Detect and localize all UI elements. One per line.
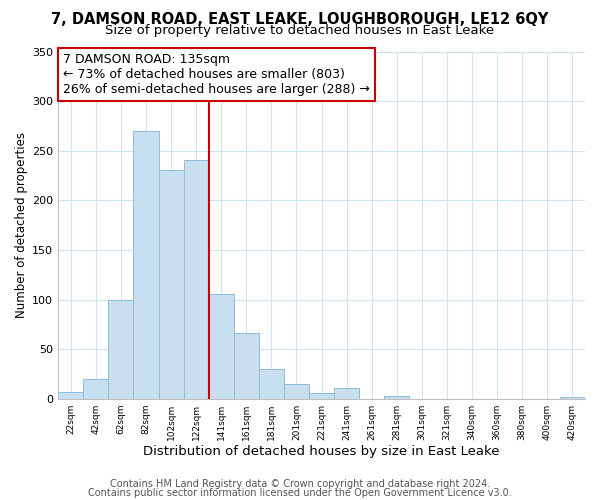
Bar — [384, 396, 409, 399]
Bar — [209, 294, 234, 399]
Bar — [309, 393, 334, 399]
Bar — [109, 300, 133, 399]
X-axis label: Distribution of detached houses by size in East Leake: Distribution of detached houses by size … — [143, 444, 500, 458]
Text: Contains HM Land Registry data © Crown copyright and database right 2024.: Contains HM Land Registry data © Crown c… — [110, 479, 490, 489]
Text: 7, DAMSON ROAD, EAST LEAKE, LOUGHBOROUGH, LE12 6QY: 7, DAMSON ROAD, EAST LEAKE, LOUGHBOROUGH… — [52, 12, 548, 28]
Text: 7 DAMSON ROAD: 135sqm
← 73% of detached houses are smaller (803)
26% of semi-det: 7 DAMSON ROAD: 135sqm ← 73% of detached … — [64, 53, 370, 96]
Bar — [58, 392, 83, 399]
Bar — [158, 170, 184, 399]
Bar — [133, 131, 158, 399]
Y-axis label: Number of detached properties: Number of detached properties — [15, 132, 28, 318]
Bar — [234, 332, 259, 399]
Bar — [560, 397, 585, 399]
Bar — [184, 160, 209, 399]
Text: Size of property relative to detached houses in East Leake: Size of property relative to detached ho… — [106, 24, 494, 37]
Text: Contains public sector information licensed under the Open Government Licence v3: Contains public sector information licen… — [88, 488, 512, 498]
Bar — [334, 388, 359, 399]
Bar — [259, 370, 284, 399]
Bar — [284, 384, 309, 399]
Bar — [83, 379, 109, 399]
